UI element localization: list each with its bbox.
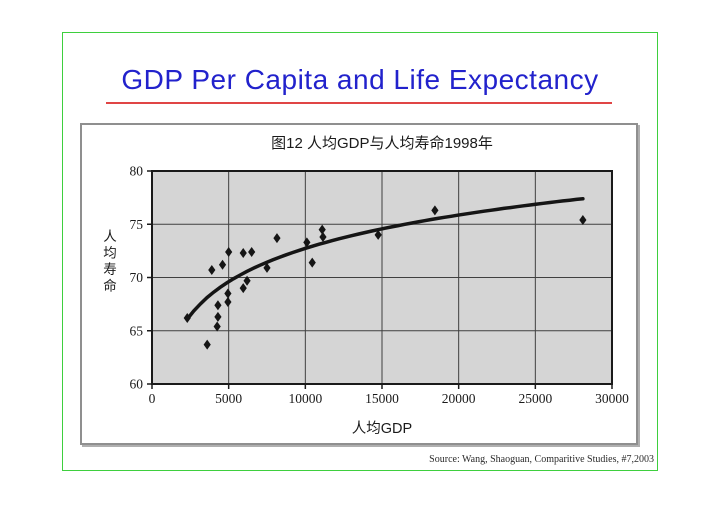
data-point	[239, 283, 247, 294]
title-underline-rule	[106, 102, 612, 104]
x-tick-label: 30000	[595, 391, 629, 406]
y-tick-label: 70	[130, 270, 144, 285]
x-tick-label: 25000	[518, 391, 552, 406]
data-point	[225, 246, 233, 257]
trend-line	[185, 196, 585, 321]
y-tick-label: 60	[130, 377, 144, 392]
x-tick-label: 0	[149, 391, 156, 406]
y-axis-label: 人均寿命	[101, 229, 116, 295]
data-point	[308, 257, 316, 268]
data-point	[224, 288, 232, 299]
page-title: GDP Per Capita and Life Expectancy	[121, 64, 599, 95]
data-point	[214, 311, 222, 322]
data-point	[213, 321, 221, 332]
data-point	[203, 339, 211, 350]
scatter-plot: 0 5000 10000 15000 20000 25000 30000 60 65 70 75 80	[130, 164, 630, 407]
source-citation: Source: Wang, Shaoguan, Comparitive Stud…	[429, 454, 654, 465]
data-point	[224, 296, 232, 307]
y-tick-label: 65	[130, 323, 144, 338]
data-point	[319, 232, 327, 243]
data-point	[318, 224, 326, 235]
data-point	[214, 300, 222, 311]
chart-inner: 0 5000 10000 15000 20000 25000 30000 60 65 70 75 80…	[82, 125, 636, 443]
x-tick-label: 5000	[215, 391, 242, 406]
x-tick-label: 15000	[365, 391, 399, 406]
data-point	[374, 229, 382, 240]
data-point	[183, 312, 191, 323]
data-point	[431, 205, 439, 216]
data-point	[263, 262, 271, 273]
y-tick-label: 80	[130, 164, 144, 179]
data-point	[208, 265, 216, 276]
y-tick-label: 75	[130, 217, 144, 232]
chart-title: 图12 人均GDP与人均寿命1998年	[271, 135, 493, 152]
data-point	[273, 233, 281, 244]
data-point	[218, 259, 227, 270]
data-point	[579, 214, 587, 225]
x-axis-label: 人均GDP	[351, 421, 413, 437]
chart-container: 0 5000 10000 15000 20000 25000 30000 60 65 70 75 80…	[80, 123, 638, 445]
x-tick-label: 20000	[442, 391, 476, 406]
data-point	[239, 248, 247, 259]
data-point	[243, 275, 251, 286]
data-point	[248, 246, 256, 257]
x-tick-label: 10000	[288, 391, 322, 406]
